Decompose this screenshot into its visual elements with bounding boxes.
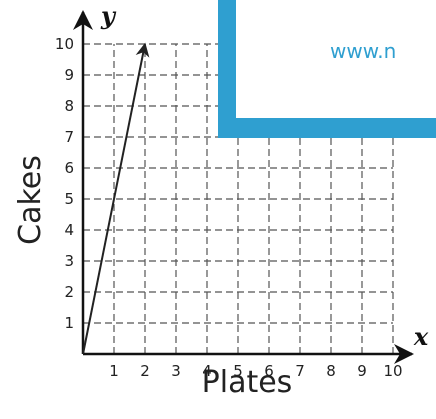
x-tick-label: 10	[383, 362, 402, 380]
x-axis-variable: x	[413, 322, 429, 351]
y-tick-label: 9	[64, 66, 74, 84]
y-tick-label: 4	[64, 221, 74, 239]
x-tick-label: 8	[326, 362, 336, 380]
watermark-band-vertical	[218, 0, 236, 138]
watermark-text: www.n	[330, 39, 396, 63]
x-tick-label: 6	[264, 362, 274, 380]
axes	[73, 10, 414, 364]
x-tick-label: 1	[109, 362, 119, 380]
y-axis-title: Cakes	[13, 155, 48, 245]
x-tick-label: 3	[171, 362, 181, 380]
y-tick-label: 2	[64, 283, 74, 301]
y-tick-label: 8	[64, 97, 74, 115]
x-tick-label: 5	[233, 362, 243, 380]
x-axis-title: Plates	[202, 365, 293, 400]
watermark-band-horizontal	[218, 118, 436, 138]
y-tick-label: 1	[64, 314, 74, 332]
y-tick-label: 3	[64, 252, 74, 270]
y-tick-label: 7	[64, 128, 74, 146]
y-tick-label: 6	[64, 159, 74, 177]
tick-labels: 1 2 3 4 5 6 7 8 9 10 1 2 3 4 5 6 7 8 9 10	[55, 35, 403, 380]
y-tick-label: 10	[55, 35, 74, 53]
x-tick-label: 4	[202, 362, 212, 380]
x-tick-label: 2	[140, 362, 150, 380]
x-tick-label: 9	[357, 362, 367, 380]
y-axis-variable: y	[100, 1, 117, 30]
watermark-panel	[236, 0, 436, 118]
series	[82, 42, 150, 355]
watermark: www.n	[218, 0, 436, 138]
x-tick-label: 7	[295, 362, 305, 380]
series-line	[82, 42, 150, 355]
y-tick-label: 5	[64, 190, 74, 208]
